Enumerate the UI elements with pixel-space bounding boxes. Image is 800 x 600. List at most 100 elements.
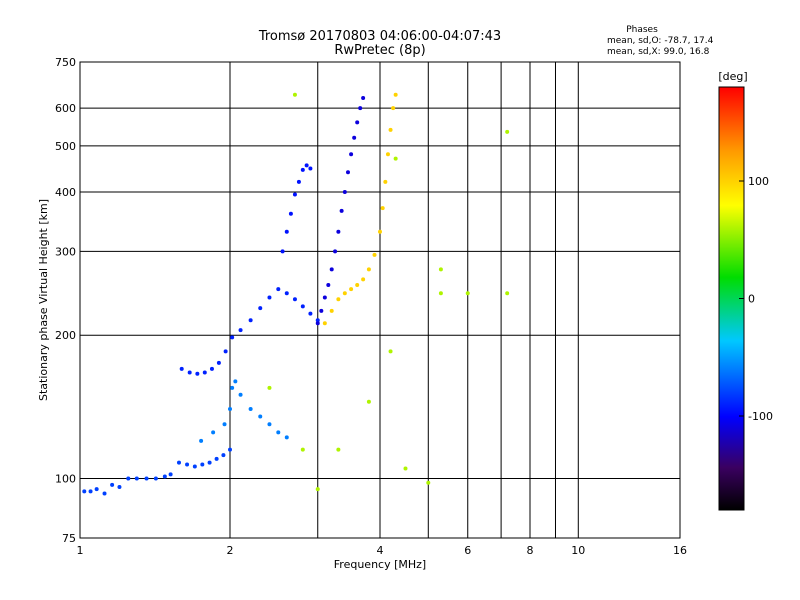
- y-tick-label: 100: [55, 473, 76, 486]
- data-point: [505, 291, 510, 296]
- y-tick-label: 400: [55, 186, 76, 199]
- data-point: [300, 304, 305, 309]
- scatter-points: [82, 92, 510, 496]
- colorbar-tick-label: 100: [748, 175, 769, 188]
- data-point: [355, 283, 360, 288]
- data-point: [438, 267, 443, 272]
- data-point: [308, 166, 313, 171]
- y-tick-label: 500: [55, 140, 76, 153]
- data-point: [372, 252, 377, 257]
- chart-title: Tromsø 20170803 04:06:00-04:07:43: [258, 29, 501, 44]
- data-point: [300, 447, 305, 452]
- data-point: [267, 422, 272, 427]
- data-point: [207, 460, 212, 465]
- data-point: [179, 366, 184, 371]
- data-point: [296, 179, 301, 184]
- data-point: [378, 229, 382, 234]
- data-point: [176, 460, 181, 465]
- data-point: [230, 335, 235, 340]
- x-tick-label: 10: [571, 544, 585, 557]
- data-point: [383, 179, 388, 184]
- data-point: [391, 106, 396, 111]
- data-point: [199, 438, 204, 443]
- x-tick-label: 8: [527, 544, 534, 557]
- data-point: [329, 308, 334, 313]
- data-point: [144, 476, 149, 481]
- data-point: [214, 456, 219, 461]
- data-point: [248, 318, 253, 323]
- data-point: [361, 96, 366, 101]
- data-point: [300, 167, 305, 172]
- colorbar-ticks: 100 0 -100: [739, 175, 773, 423]
- colorbar-tick-label: 0: [748, 293, 755, 306]
- x-tick-label: 1: [77, 544, 84, 557]
- colorbar-tick-label: -100: [748, 410, 773, 423]
- legend-o-stats: mean, sd,O: -78.7, 17.4: [607, 36, 714, 46]
- data-point: [315, 318, 320, 323]
- data-point: [315, 487, 320, 492]
- data-point: [403, 466, 408, 471]
- data-point: [233, 379, 238, 384]
- data-point: [284, 435, 289, 440]
- data-point: [393, 92, 398, 97]
- legend-title: Phases: [626, 25, 658, 35]
- data-point: [102, 491, 107, 496]
- data-point: [187, 370, 192, 375]
- data-point: [110, 482, 115, 487]
- data-point: [342, 189, 347, 194]
- y-axis-label: Stationary phase Virtual Height [km]: [37, 199, 50, 401]
- data-point: [230, 385, 235, 390]
- data-point: [228, 406, 232, 411]
- data-point: [342, 291, 347, 296]
- data-point: [361, 277, 366, 282]
- data-point: [276, 287, 281, 292]
- data-point: [280, 249, 285, 254]
- data-point: [358, 106, 363, 111]
- data-point: [223, 349, 228, 354]
- data-point: [329, 267, 334, 272]
- data-point: [366, 399, 371, 404]
- data-point: [117, 484, 122, 489]
- data-point: [209, 366, 214, 371]
- data-point: [94, 487, 99, 492]
- data-point: [284, 229, 289, 234]
- data-point: [284, 291, 289, 296]
- data-point: [222, 422, 227, 427]
- data-point: [258, 306, 263, 311]
- data-point: [505, 129, 510, 134]
- data-point: [388, 127, 393, 132]
- data-point: [88, 489, 93, 494]
- data-point: [339, 208, 344, 213]
- data-point: [366, 267, 371, 272]
- data-point: [200, 462, 205, 467]
- data-point: [238, 328, 243, 333]
- data-point: [333, 249, 338, 254]
- data-point: [292, 92, 297, 97]
- x-tick-label: 4: [377, 544, 384, 557]
- data-point: [228, 447, 232, 452]
- x-axis-label: Frequency [MHz]: [334, 558, 426, 571]
- data-point: [304, 163, 309, 168]
- data-point: [336, 447, 341, 452]
- data-point: [82, 489, 87, 494]
- data-point: [315, 321, 320, 326]
- data-point: [438, 291, 443, 296]
- data-point: [276, 430, 281, 435]
- data-point: [288, 211, 293, 216]
- data-point: [349, 287, 354, 292]
- data-point: [221, 453, 226, 458]
- data-point: [326, 283, 331, 288]
- legend-x-stats: mean, sd,X: 99.0, 16.8: [607, 47, 710, 57]
- data-point: [267, 295, 272, 300]
- data-point: [168, 472, 173, 477]
- data-point: [216, 360, 221, 365]
- data-point: [195, 371, 200, 376]
- data-point: [393, 156, 398, 161]
- data-point: [134, 476, 139, 481]
- data-point: [153, 476, 158, 481]
- data-point: [345, 170, 350, 175]
- data-point: [248, 406, 253, 411]
- data-point: [336, 297, 341, 302]
- y-tick-label: 75: [62, 532, 76, 545]
